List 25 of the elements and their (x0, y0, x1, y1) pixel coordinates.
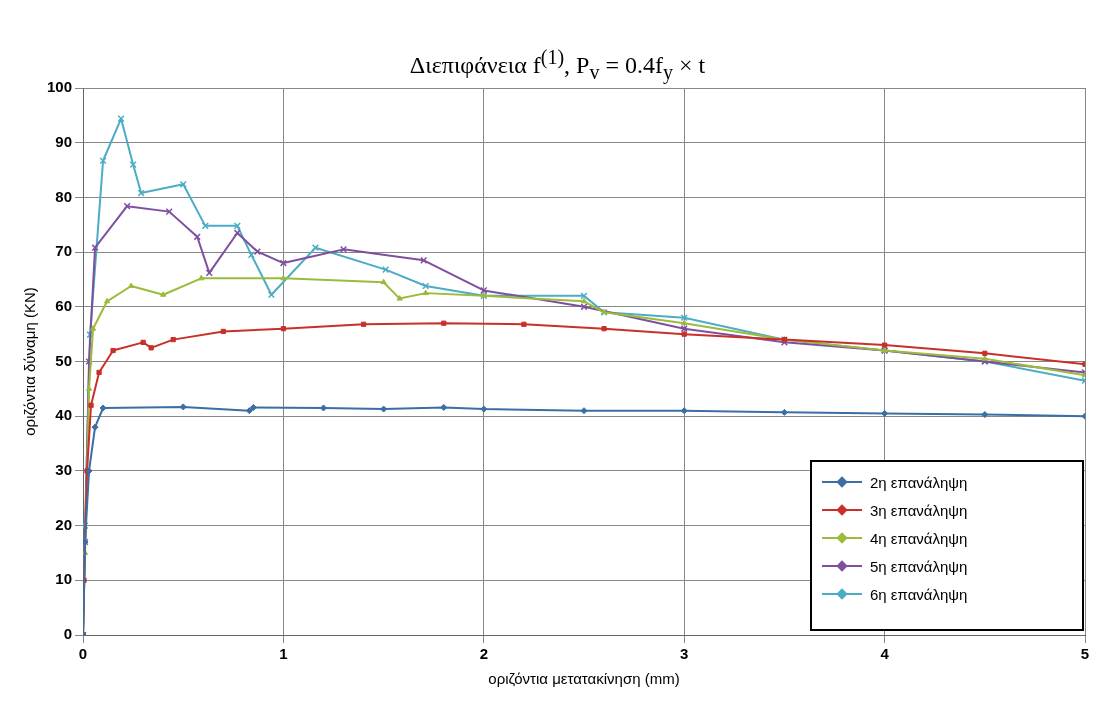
legend-label: 6η επανάληψη (870, 585, 968, 603)
y-tick-label: 60 (55, 296, 73, 314)
x-tick-label: 4 (880, 645, 890, 663)
x-tick-label: 3 (680, 645, 689, 663)
y-axis-title: οριζόντια δύναμη (KN) (21, 287, 39, 436)
legend-label: 5η επανάληψη (870, 557, 968, 575)
y-tick-label: 50 (55, 351, 73, 369)
y-tick-label: 40 (55, 406, 73, 424)
chart-title: Διεπιφάνεια f$^{(1)}$, P$_{v}$ = 0.4f$_{y}$ × t (409, 46, 706, 83)
legend-label: 2η επανάληψη (870, 473, 968, 491)
y-tick-label: 100 (47, 78, 73, 96)
y-tick-label: 90 (55, 132, 73, 150)
y-tick-label: 70 (55, 242, 73, 260)
y-tick-label: 20 (55, 515, 73, 533)
y-tick-label: 0 (63, 625, 73, 643)
y-tick-label: 10 (55, 570, 73, 588)
x-tick-label: 1 (279, 645, 288, 663)
legend-label: 3η επανάληψη (870, 501, 968, 519)
y-tick-label: 30 (55, 461, 73, 479)
y-tick-label: 80 (55, 187, 73, 205)
x-axis-title: οριζόντια μετατακίνηση (mm) (488, 670, 680, 688)
legend-label: 4η επανάληψη (870, 529, 968, 547)
x-tick-label: 2 (479, 645, 488, 663)
x-tick-label: 0 (78, 645, 88, 663)
x-tick-label: 5 (1080, 645, 1090, 663)
